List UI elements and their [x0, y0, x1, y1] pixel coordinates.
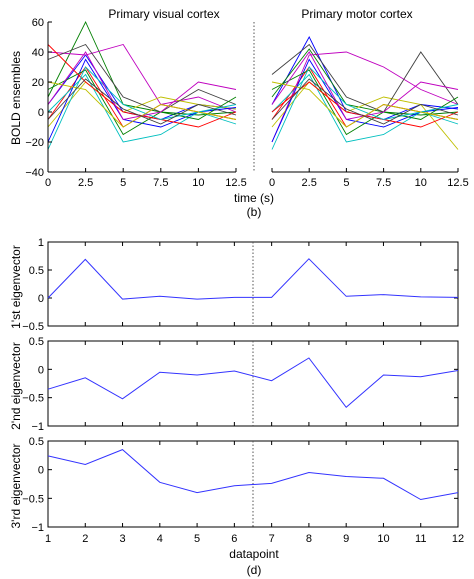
x-tick-label: 6 — [231, 533, 237, 545]
panel-b: Primary visual cortex Primary motor cort… — [9, 7, 469, 219]
subplot-title-visual: Primary visual cortex — [108, 7, 219, 21]
y-tick-label: −40 — [25, 167, 44, 179]
y-tick-label: −1 — [31, 421, 44, 433]
x-tick-label: 7 — [269, 533, 275, 545]
x-tick-label: 12 — [452, 533, 464, 545]
series-line-0-10 — [47, 66, 237, 150]
y-tick-label: 0 — [38, 107, 44, 119]
x-tick-label: 5 — [194, 533, 200, 545]
eigenvector-line-3 — [47, 449, 459, 501]
series-line-1-13 — [271, 78, 459, 125]
x-tick-label: 10 — [377, 533, 389, 545]
x-tick-label: 7.5 — [376, 177, 391, 189]
y-tick-label: 0 — [38, 465, 44, 477]
ylabel-eig2: 2'nd eigenvector — [9, 342, 23, 430]
x-tick-label: 0 — [45, 177, 51, 189]
x-tick-label: 10 — [415, 177, 427, 189]
series-line-0-1 — [47, 20, 237, 116]
x-tick-label: 7.5 — [153, 177, 168, 189]
series-line-1-7 — [271, 58, 459, 143]
series-line-1-10 — [271, 66, 459, 150]
ylabel-eig1: 1'st eigenvector — [9, 245, 23, 329]
series-line-1-6 — [271, 43, 459, 113]
ylabel-bold: BOLD ensembles — [9, 51, 23, 145]
y-tick-label: −0.5 — [22, 493, 44, 505]
x-tick-label: 12.5 — [447, 177, 468, 189]
series-line-1-12 — [271, 81, 459, 128]
series-line-0-11 — [47, 51, 237, 121]
series-line-1-11 — [271, 51, 459, 121]
series-line-0-2 — [47, 66, 237, 128]
ylabel-eig3: 3'rd eigenvector — [9, 443, 23, 528]
series-line-1-8 — [271, 69, 459, 136]
x-tick-label: 0 — [269, 177, 275, 189]
y-tick-label: 0.5 — [29, 265, 44, 277]
y-tick-label: 60 — [32, 17, 44, 29]
x-tick-label: 5 — [343, 177, 349, 189]
panel-label-b: (b) — [247, 205, 262, 219]
y-tick-label: 40 — [32, 47, 44, 59]
x-tick-label: 5 — [120, 177, 126, 189]
series-line-1-1 — [271, 48, 459, 116]
panel-d: 1'st eigenvector 2'nd eigenvector 3'rd e… — [9, 237, 464, 577]
y-tick-label: −0.5 — [22, 393, 44, 405]
x-tick-label: 12.5 — [225, 177, 246, 189]
xlabel-datapoint: datapoint — [229, 547, 279, 561]
y-tick-label: 0 — [38, 364, 44, 376]
y-tick-label: −1 — [31, 522, 44, 534]
x-tick-label: 9 — [343, 533, 349, 545]
x-tick-label: 3 — [119, 533, 125, 545]
series-line-0-4 — [47, 43, 237, 113]
panel-label-d: (d) — [247, 563, 262, 577]
series-line-1-4 — [271, 51, 459, 143]
x-tick-label: 2.5 — [78, 177, 93, 189]
series-line-0-13 — [47, 78, 237, 125]
y-tick-label: 0.5 — [29, 436, 44, 448]
eigenvector-line-1 — [47, 258, 459, 300]
x-tick-label: 11 — [415, 533, 426, 545]
y-tick-label: −20 — [25, 137, 44, 149]
y-tick-label: 20 — [32, 77, 44, 89]
series-line-0-6 — [47, 43, 237, 113]
y-tick-label: 0 — [38, 293, 44, 305]
x-tick-label: 1 — [45, 533, 51, 545]
subplot-title-motor: Primary motor cortex — [301, 7, 412, 21]
panel-b-axes: 0 2.5 5 7.5 10 12.5 0 2.5 5 7.5 10 12.5 −40 −20 0 20 40 6… — [25, 17, 468, 189]
panel-d-axes: −0.500.51−1−0.500.5−1−0.500.51 2 3 4 5 6 7 8 9 10… — [22, 237, 464, 545]
y-tick-label: −0.5 — [22, 321, 44, 333]
xlabel-time: time (s) — [234, 191, 274, 205]
y-tick-label: 1 — [38, 237, 44, 249]
y-tick-label: 0.5 — [29, 336, 44, 348]
series-line-0-12 — [47, 81, 237, 128]
series-line-0-8 — [47, 69, 237, 136]
x-tick-label: 8 — [306, 533, 312, 545]
x-tick-label: 2.5 — [302, 177, 317, 189]
x-tick-label: 10 — [192, 177, 204, 189]
x-tick-label: 4 — [157, 533, 163, 545]
eigenvector-line-2 — [47, 357, 459, 409]
x-tick-label: 2 — [82, 533, 88, 545]
